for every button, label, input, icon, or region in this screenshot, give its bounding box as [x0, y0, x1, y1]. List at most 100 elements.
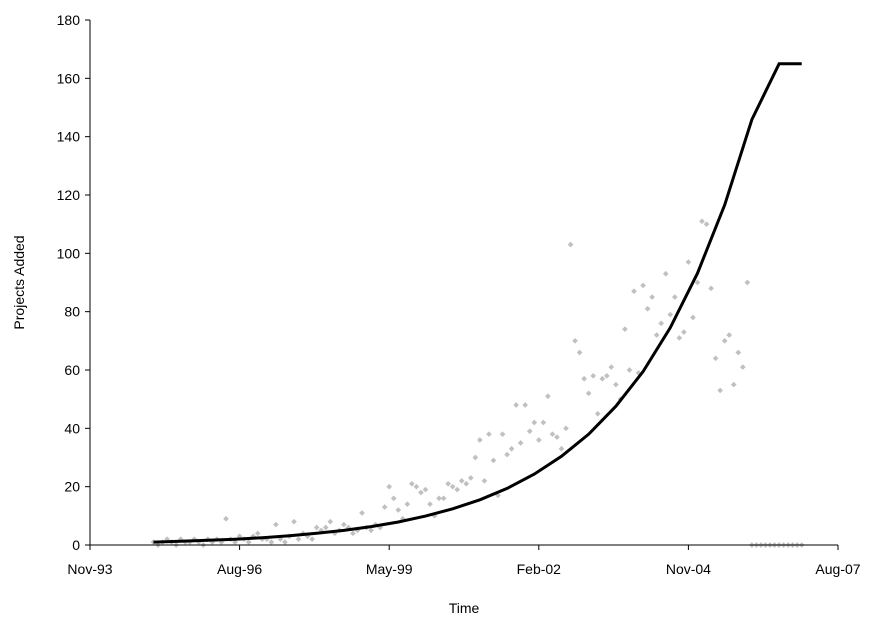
x-tick-label: Nov-04 — [666, 561, 711, 577]
data-point — [436, 495, 442, 502]
data-point — [730, 381, 737, 388]
data-point — [273, 521, 279, 528]
scatter-points — [150, 218, 805, 548]
data-point — [699, 218, 705, 225]
data-point — [368, 527, 374, 534]
x-axis-title: Time — [449, 600, 480, 616]
data-point — [590, 373, 597, 379]
data-point — [350, 530, 356, 537]
data-point — [481, 478, 488, 484]
data-point — [545, 393, 551, 400]
data-point — [309, 536, 315, 542]
data-point — [458, 478, 465, 484]
data-point — [667, 311, 674, 318]
data-point — [581, 375, 587, 382]
data-point — [671, 294, 678, 300]
data-point — [676, 335, 683, 341]
data-point — [422, 486, 429, 493]
data-point — [744, 279, 751, 286]
data-point — [504, 451, 510, 458]
data-point — [508, 445, 515, 452]
data-point — [445, 480, 451, 487]
data-point — [454, 486, 461, 493]
data-point — [245, 539, 252, 545]
data-point — [409, 480, 415, 487]
data-point — [735, 349, 742, 356]
data-point — [499, 431, 506, 437]
data-point — [540, 419, 547, 426]
data-point — [567, 241, 574, 248]
data-point — [490, 457, 497, 464]
data-point — [322, 524, 329, 531]
data-point — [295, 536, 302, 542]
data-point — [685, 259, 692, 265]
data-point — [413, 483, 420, 490]
y-tick-label: 140 — [57, 129, 81, 145]
y-tick-label: 20 — [64, 479, 80, 495]
y-tick-label: 100 — [57, 245, 81, 261]
trend-line — [153, 62, 802, 544]
data-point — [390, 495, 397, 502]
y-tick-label: 60 — [64, 362, 80, 378]
data-point — [254, 530, 261, 537]
y-axis-ticks: 0 20 40 60 80 100 120 140 160 180 — [57, 12, 90, 553]
y-tick-label: 120 — [57, 187, 81, 203]
data-point — [549, 431, 556, 437]
data-point — [404, 501, 411, 507]
data-point — [472, 454, 479, 461]
data-point — [708, 285, 714, 292]
y-tick-label: 80 — [64, 304, 80, 320]
data-point — [535, 437, 542, 443]
data-point — [449, 483, 456, 490]
data-point — [594, 410, 601, 417]
x-tick-label: Nov-93 — [67, 561, 112, 577]
y-axis-title: Projects Added — [11, 235, 27, 329]
x-tick-label: Aug-07 — [815, 561, 860, 577]
x-axis-ticks: Nov-93 Aug-96 May-99 Feb-02 Nov-04 Aug-07 — [67, 545, 861, 577]
data-point — [477, 437, 483, 443]
data-point — [381, 504, 388, 510]
data-point — [341, 521, 347, 528]
data-point — [440, 495, 447, 502]
data-point — [694, 279, 701, 286]
x-tick-label: May-99 — [366, 561, 413, 577]
data-point — [622, 326, 628, 332]
data-point — [690, 314, 696, 321]
data-point — [662, 270, 669, 277]
data-point — [531, 419, 538, 426]
x-tick-label: Aug-96 — [217, 561, 262, 577]
data-point — [608, 364, 615, 370]
data-point — [703, 221, 710, 227]
data-point — [526, 428, 533, 435]
y-tick-label: 160 — [57, 70, 81, 86]
data-point — [599, 375, 606, 382]
data-point — [649, 294, 655, 300]
y-tick-label: 40 — [64, 420, 80, 436]
data-point — [717, 387, 723, 394]
data-point — [291, 518, 297, 525]
data-point — [640, 282, 646, 289]
data-point — [681, 329, 687, 335]
data-point — [223, 515, 229, 522]
data-point — [463, 480, 470, 487]
data-point — [558, 445, 565, 452]
x-tick-label: Feb-02 — [517, 561, 562, 577]
data-point — [554, 434, 560, 440]
data-point — [522, 402, 529, 408]
y-tick-label: 180 — [57, 12, 81, 28]
data-point — [572, 338, 578, 344]
data-point — [327, 518, 334, 525]
data-point — [268, 539, 275, 545]
data-point — [313, 524, 320, 531]
data-point — [721, 338, 728, 344]
data-point — [386, 483, 393, 490]
data-point — [644, 305, 651, 312]
data-point — [585, 390, 592, 397]
data-point — [726, 332, 733, 338]
data-point — [517, 440, 524, 446]
data-point — [486, 431, 492, 437]
data-point — [613, 381, 619, 388]
data-point — [467, 475, 474, 481]
data-point — [418, 489, 424, 496]
